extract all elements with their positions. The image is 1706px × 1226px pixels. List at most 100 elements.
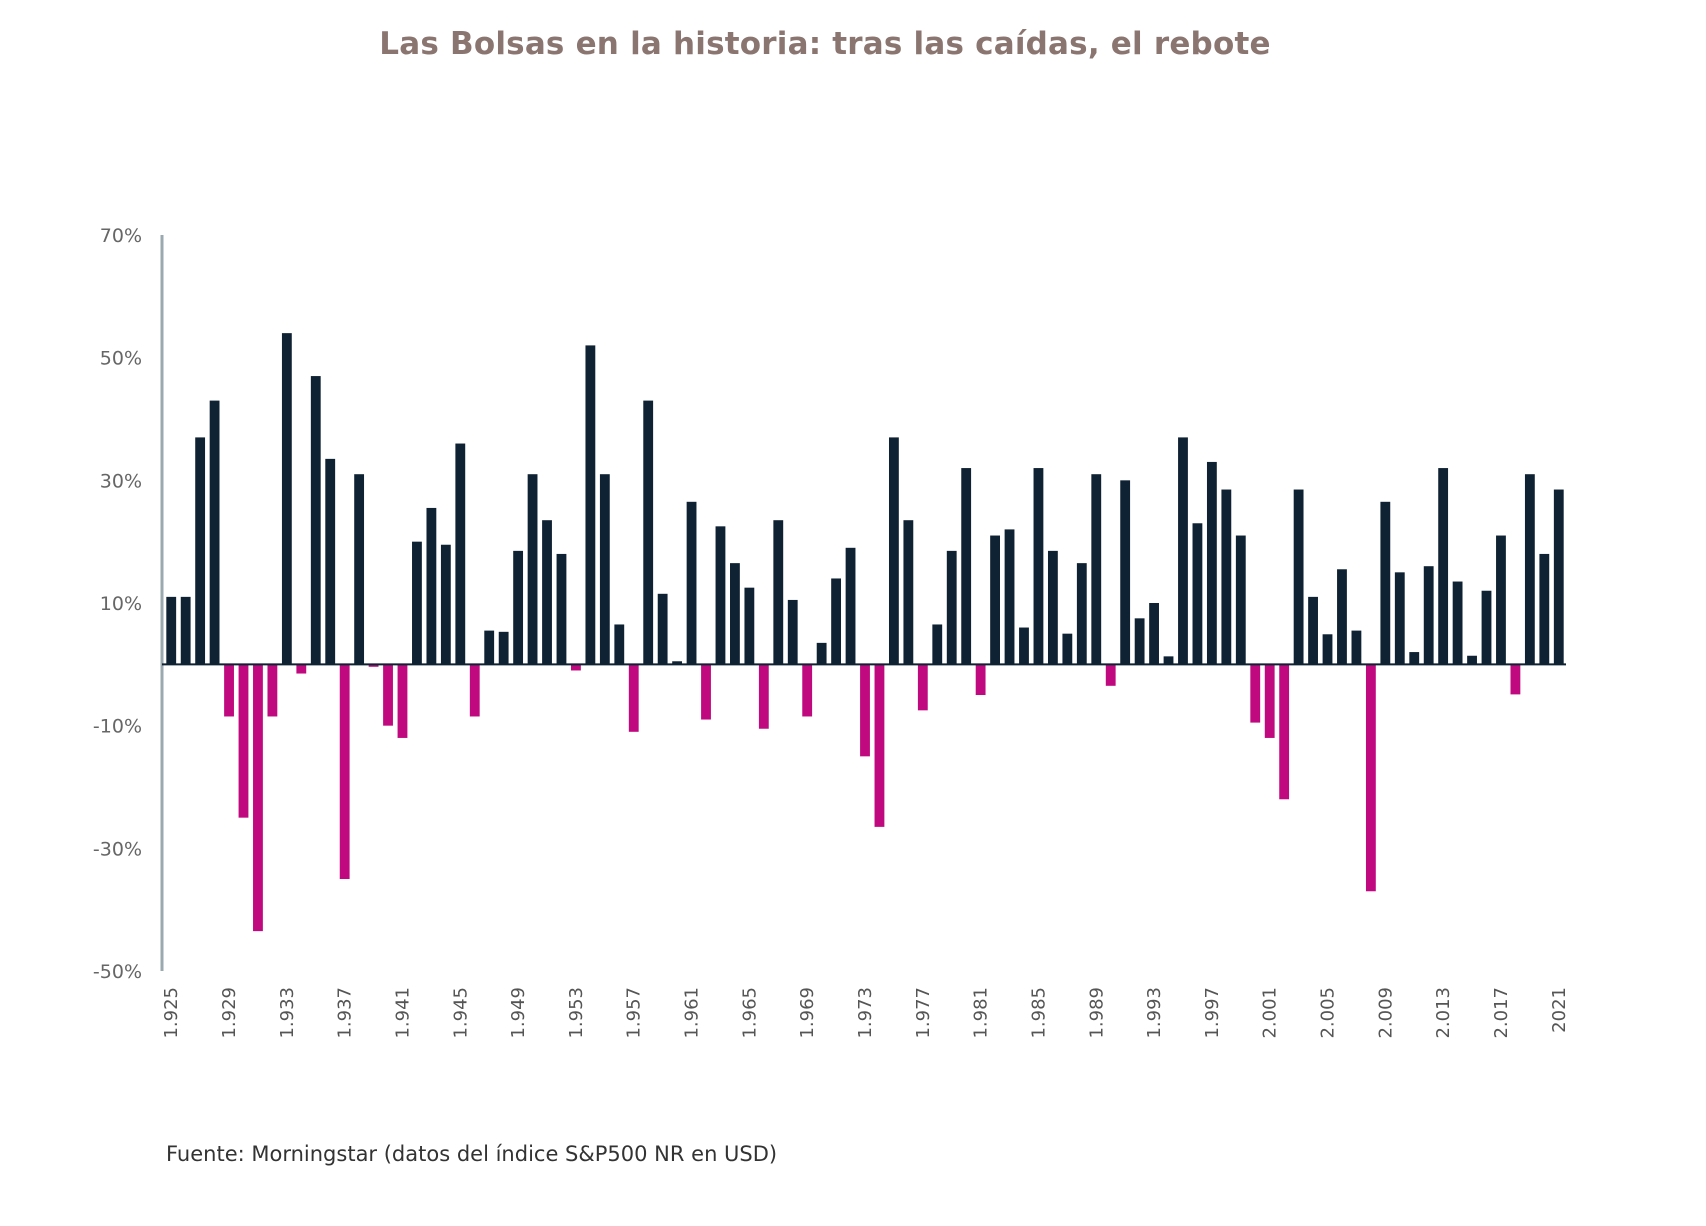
bar-1990 bbox=[1105, 664, 1116, 686]
bar-2013 bbox=[1438, 468, 1449, 665]
x-tick-label: 2.009 bbox=[1375, 987, 1396, 1039]
bar-1985 bbox=[1033, 468, 1044, 665]
source-note: Fuente: Morningstar (datos del índice S&… bbox=[166, 1142, 778, 1166]
bar-1995 bbox=[1178, 437, 1188, 665]
bar-1954 bbox=[585, 345, 596, 665]
bar-1927 bbox=[195, 437, 206, 665]
bar-2010 bbox=[1394, 572, 1405, 665]
bar-1960 bbox=[672, 661, 683, 665]
bar-1983 bbox=[1004, 529, 1015, 665]
bar-1946 bbox=[469, 664, 480, 717]
y-tick-label: -10% bbox=[93, 716, 142, 738]
bar-1943 bbox=[426, 507, 437, 665]
x-tick-label: 2.013 bbox=[1433, 987, 1454, 1039]
bar-1979 bbox=[946, 550, 957, 665]
bar-1935 bbox=[310, 376, 321, 665]
bar-1994 bbox=[1163, 656, 1174, 665]
bar-1984 bbox=[1019, 627, 1029, 665]
bar-1968 bbox=[787, 599, 798, 665]
bar-2002 bbox=[1279, 664, 1290, 800]
bar-1926 bbox=[180, 596, 191, 665]
bar-2015 bbox=[1467, 655, 1477, 665]
bar-1957 bbox=[628, 664, 639, 732]
bar-1986 bbox=[1047, 550, 1058, 665]
x-tick-label: 1.933 bbox=[277, 987, 298, 1039]
bar-1948 bbox=[498, 631, 509, 665]
bar-2019 bbox=[1524, 474, 1535, 665]
bar-1963 bbox=[715, 526, 726, 665]
bar-1931 bbox=[253, 664, 263, 932]
bar-1940 bbox=[383, 664, 393, 726]
bar-1980 bbox=[961, 468, 972, 665]
bar-2021 bbox=[1553, 489, 1564, 665]
bar-1978 bbox=[932, 624, 943, 665]
y-tick-label: 70% bbox=[100, 225, 142, 247]
bar-1991 bbox=[1120, 480, 1131, 665]
bar-2000 bbox=[1250, 664, 1261, 723]
bar-2004 bbox=[1308, 596, 1318, 665]
bar-1928 bbox=[209, 400, 220, 665]
bar-1956 bbox=[614, 624, 625, 665]
x-tick-label: 1.937 bbox=[335, 987, 356, 1039]
bar-1997 bbox=[1206, 461, 1217, 665]
bar-1976 bbox=[903, 520, 914, 665]
bar-1937 bbox=[339, 664, 350, 879]
x-tick-label: 1.997 bbox=[1202, 987, 1223, 1039]
chart-title: Las Bolsas en la historia: tras las caíd… bbox=[379, 26, 1271, 62]
bar-1969 bbox=[802, 664, 813, 717]
bar-1949 bbox=[513, 550, 524, 665]
bar-1932 bbox=[267, 664, 278, 717]
x-tick-label: 1.941 bbox=[392, 987, 413, 1039]
bar-1971 bbox=[831, 578, 842, 665]
bar-1939 bbox=[368, 664, 379, 667]
bar-1993 bbox=[1149, 603, 1159, 665]
bar-2011 bbox=[1409, 652, 1420, 665]
x-tick-label: 1.981 bbox=[971, 987, 992, 1039]
bar-1996 bbox=[1192, 523, 1203, 665]
x-tick-label: 2.005 bbox=[1318, 987, 1339, 1039]
bar-1988 bbox=[1076, 563, 1087, 665]
x-tick-label: 1.957 bbox=[624, 987, 645, 1039]
bar-1951 bbox=[542, 520, 552, 665]
bar-2012 bbox=[1423, 566, 1434, 665]
bar-1938 bbox=[354, 474, 365, 665]
x-tick-label: 2.017 bbox=[1491, 987, 1512, 1039]
y-tick-label: 10% bbox=[100, 593, 142, 615]
bar-1941 bbox=[397, 664, 408, 738]
bar-1977 bbox=[917, 664, 928, 711]
x-tick-label: 1.985 bbox=[1028, 987, 1049, 1039]
bar-1998 bbox=[1221, 489, 1232, 665]
bar-2006 bbox=[1337, 569, 1347, 665]
bar-1965 bbox=[744, 587, 755, 665]
bar-1936 bbox=[325, 458, 336, 665]
x-tick-label: 1.929 bbox=[219, 987, 240, 1039]
bar-1972 bbox=[845, 547, 856, 665]
x-tick-label: 1.949 bbox=[508, 987, 529, 1039]
bar-1933 bbox=[281, 333, 292, 665]
bar-1975 bbox=[888, 437, 899, 665]
bar-1981 bbox=[975, 664, 986, 695]
x-tick-label: 2.001 bbox=[1260, 987, 1281, 1039]
y-tick-label: -30% bbox=[93, 838, 142, 860]
x-tick-label: 1.925 bbox=[161, 987, 182, 1039]
bar-1959 bbox=[657, 593, 668, 665]
bar-1934 bbox=[296, 664, 307, 674]
bar-1942 bbox=[412, 541, 422, 665]
bar-2001 bbox=[1264, 664, 1275, 738]
bar-1970 bbox=[816, 642, 827, 665]
bar-1950 bbox=[527, 474, 538, 665]
x-tick-label: 1.945 bbox=[450, 987, 471, 1039]
bar-1964 bbox=[730, 563, 740, 665]
x-tick-label: 1.993 bbox=[1144, 987, 1165, 1039]
bar-2020 bbox=[1539, 553, 1550, 665]
y-tick-label: 30% bbox=[100, 470, 142, 492]
bar-2014 bbox=[1452, 581, 1463, 665]
bar-1961 bbox=[686, 501, 697, 665]
bar-1947 bbox=[484, 630, 495, 665]
bar-2018 bbox=[1510, 664, 1521, 695]
bar-1987 bbox=[1062, 633, 1073, 665]
bar-2008 bbox=[1365, 664, 1376, 892]
bar-2009 bbox=[1380, 501, 1391, 665]
x-tick-label: 1.989 bbox=[1086, 987, 1107, 1039]
